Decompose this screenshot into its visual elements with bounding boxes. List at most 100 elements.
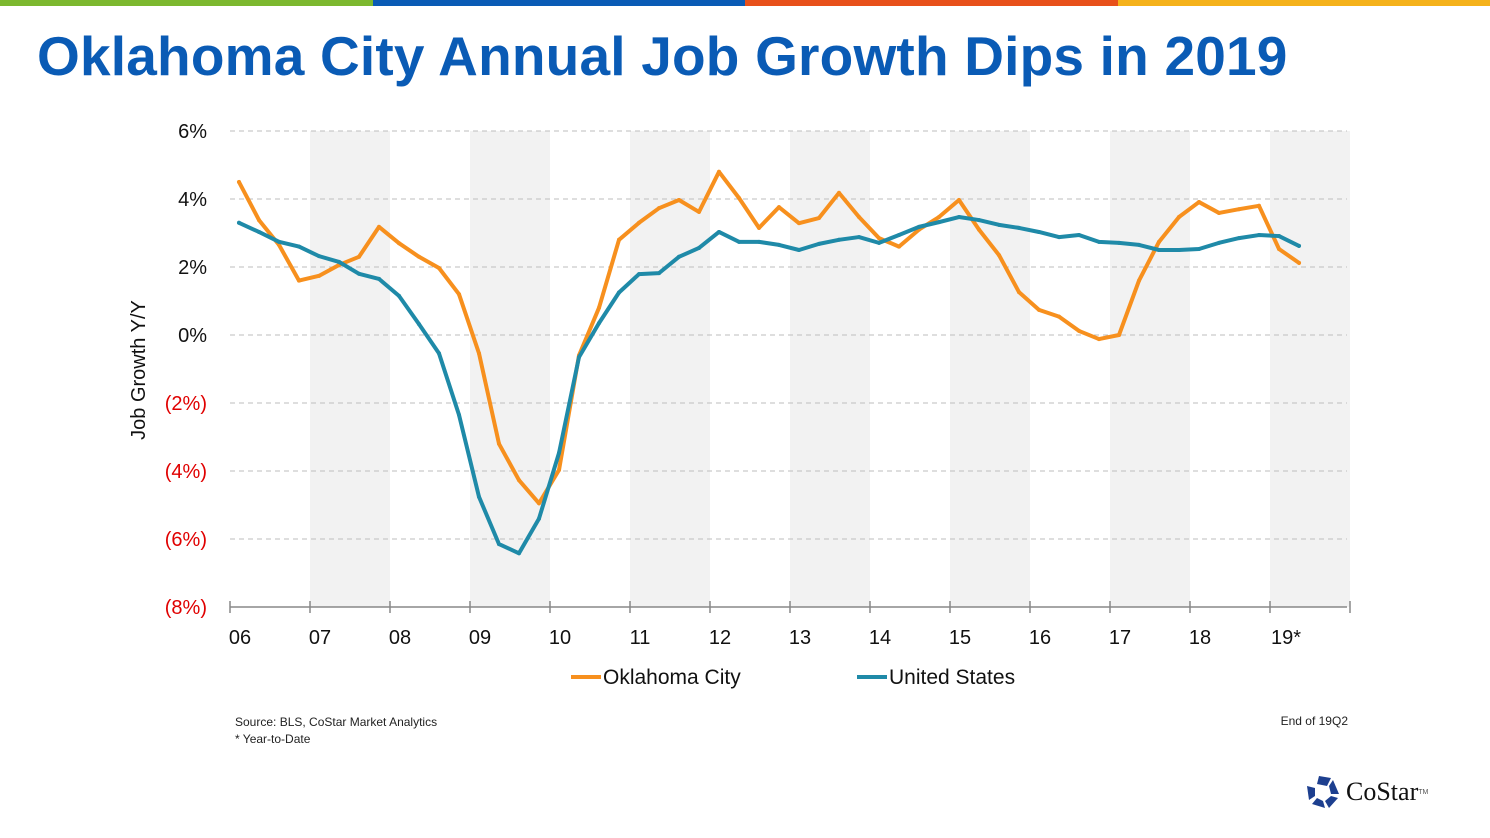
data-point: [1037, 229, 1041, 234]
as-of-note: End of 19Q2: [1280, 714, 1348, 728]
data-point: [1137, 242, 1141, 247]
data-point: [377, 276, 381, 281]
data-point: [1277, 246, 1281, 251]
x-tick-label: 16: [1029, 627, 1051, 649]
data-point: [657, 271, 661, 276]
data-point: [1217, 240, 1221, 245]
data-point: [317, 273, 321, 278]
x-tick-label: 19*: [1271, 627, 1301, 649]
data-point: [1277, 234, 1281, 239]
shaded-year-band: [950, 131, 1030, 607]
data-point: [1017, 290, 1021, 295]
legend-label: United States: [889, 666, 1015, 689]
data-point: [817, 241, 821, 246]
shaded-year-band: [1110, 131, 1190, 607]
data-point: [237, 220, 241, 225]
data-point: [1257, 203, 1261, 208]
data-point: [797, 221, 801, 226]
page-title: Oklahoma City Annual Job Growth Dips in …: [37, 25, 1288, 87]
data-point: [497, 542, 501, 547]
data-point: [1257, 233, 1261, 238]
data-point: [817, 216, 821, 221]
data-point: [637, 220, 641, 225]
x-tick-label: 07: [309, 627, 331, 649]
data-point: [577, 355, 581, 360]
data-point: [997, 253, 1001, 258]
data-point: [1177, 248, 1181, 252]
data-point: [237, 180, 241, 184]
data-point: [517, 551, 521, 556]
y-tick-label: (2%): [165, 393, 207, 415]
color-segment-blue: [372, 0, 745, 6]
data-point: [537, 516, 541, 521]
data-point: [1017, 225, 1021, 230]
data-point: [677, 254, 681, 259]
data-point: [777, 205, 781, 210]
data-point: [1157, 239, 1161, 244]
data-point: [1237, 236, 1241, 241]
data-point: [317, 254, 321, 259]
shaded-year-band: [1270, 131, 1350, 607]
data-point: [397, 241, 401, 246]
series-line-united-states: [237, 215, 1301, 556]
x-tick-label: 13: [789, 627, 811, 649]
data-point: [597, 321, 601, 326]
data-point: [797, 248, 801, 252]
data-point: [957, 215, 961, 220]
data-point: [1117, 333, 1121, 337]
data-point: [917, 224, 921, 229]
data-point: [697, 209, 701, 214]
data-point: [1077, 328, 1081, 333]
costar-star-icon: [1307, 776, 1339, 808]
y-tick-label: (6%): [165, 529, 207, 551]
y-tick-label: (8%): [165, 597, 207, 619]
data-point: [1157, 248, 1161, 252]
data-point: [437, 266, 441, 271]
x-tick-label: 17: [1109, 627, 1131, 649]
data-point: [497, 441, 501, 446]
data-point: [877, 240, 881, 245]
series-line-oklahoma-city: [237, 169, 1301, 506]
data-point: [517, 478, 521, 483]
data-point: [637, 272, 641, 277]
data-point: [437, 351, 441, 356]
data-point: [837, 237, 841, 242]
data-point: [877, 236, 881, 241]
legend-label: Oklahoma City: [603, 666, 741, 689]
data-point: [757, 225, 761, 230]
data-point: [337, 259, 341, 264]
color-segment-orange: [745, 0, 1118, 6]
data-point: [717, 229, 721, 234]
data-point: [957, 198, 961, 203]
data-point: [357, 271, 361, 276]
data-point: [1197, 246, 1201, 251]
y-tick-label: 6%: [178, 121, 207, 143]
data-point: [457, 292, 461, 297]
data-point: [737, 239, 741, 244]
color-segment-green: [0, 0, 373, 6]
data-point: [257, 229, 261, 234]
data-point: [377, 224, 381, 229]
x-tick-label: 08: [389, 627, 411, 649]
x-tick-label: 06: [229, 627, 251, 649]
data-point: [1077, 233, 1081, 238]
y-tick-label: 4%: [178, 189, 207, 211]
y-tick-label: 2%: [178, 257, 207, 279]
data-point: [1037, 307, 1041, 312]
data-point: [597, 305, 601, 310]
data-point: [357, 254, 361, 259]
x-tick-label: 18: [1189, 627, 1211, 649]
source-text: Source: BLS, CoStar Market Analytics: [235, 715, 438, 729]
data-point: [737, 195, 741, 200]
data-point: [457, 412, 461, 417]
data-point: [657, 206, 661, 211]
data-point: [557, 450, 561, 455]
data-point: [1137, 278, 1141, 283]
y-tick-label: 0%: [178, 325, 207, 347]
data-point: [757, 239, 761, 244]
color-segment-yellow: [1117, 0, 1490, 6]
data-point: [1097, 239, 1101, 244]
data-point: [417, 322, 421, 327]
data-point: [777, 242, 781, 247]
